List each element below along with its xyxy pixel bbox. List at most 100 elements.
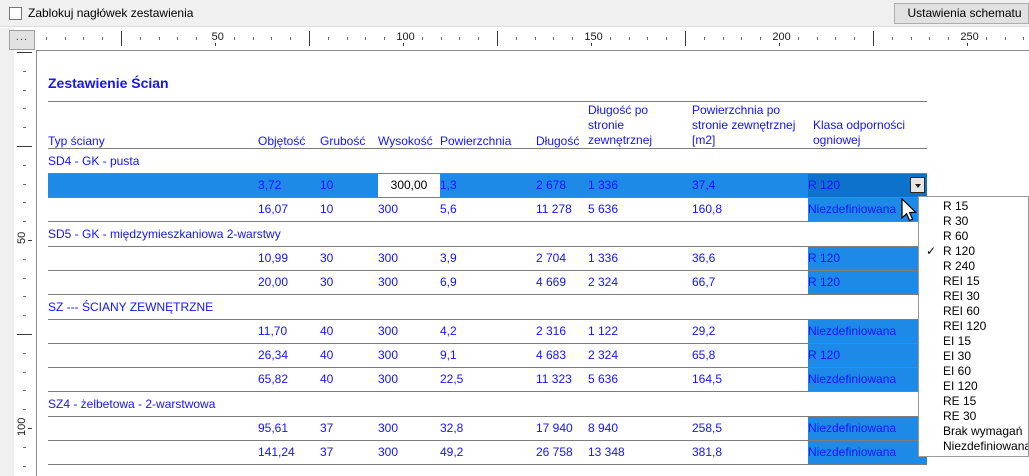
cell-pow_zewn[interactable]: 37,4 xyxy=(692,173,808,198)
table-row[interactable]: 141,24 37 300 49,2 26 758 13 348 381,8 Niezdefi… xyxy=(48,440,927,465)
cell-dlugosc[interactable]: 11 323 xyxy=(536,367,588,392)
column-header-2[interactable]: Grubość xyxy=(320,103,378,149)
cell-objetosc[interactable]: 16,07 xyxy=(258,197,320,222)
cell-klasa-odpornosci[interactable]: R 120 xyxy=(808,173,927,198)
table-row[interactable]: 10,99 30 300 3,9 2 704 1 336 36,6 R 120 xyxy=(48,246,927,271)
dropdown-item[interactable]: REI 60 xyxy=(919,304,1028,319)
cell-klasa-odpornosci[interactable]: Niezdefiniowana xyxy=(808,440,927,465)
cell-pow_zewn[interactable]: 160,8 xyxy=(692,197,808,222)
dropdown-item[interactable]: RE 15 xyxy=(919,394,1028,409)
cell-pow_zewn[interactable]: 65,8 xyxy=(692,343,808,368)
cell-wysokosc[interactable]: 300 xyxy=(378,440,440,465)
cell-dlugosc_zewn[interactable]: 5 636 xyxy=(588,197,692,222)
cell-typ-sciany[interactable] xyxy=(48,440,258,465)
cell-grubosc[interactable]: 40 xyxy=(320,343,378,368)
group-row[interactable]: SD4 - GK - pusta xyxy=(48,148,927,174)
cell-wysokosc[interactable]: 300 xyxy=(378,197,440,222)
dropdown-item[interactable]: R 60 xyxy=(919,229,1028,244)
column-header-1[interactable]: Objętość xyxy=(258,103,320,149)
cell-dlugosc[interactable]: 17 940 xyxy=(536,416,588,441)
cell-pow_zewn[interactable]: 381,8 xyxy=(692,440,808,465)
cell-powierzchnia[interactable]: 5,6 xyxy=(440,197,536,222)
cell-dlugosc_zewn[interactable]: 13 348 xyxy=(588,440,692,465)
cell-klasa-odpornosci[interactable]: R 120 xyxy=(808,343,927,368)
horizontal-ruler[interactable]: 50 100 150 200 250 xyxy=(36,28,1029,50)
cell-pow_zewn[interactable]: 164,5 xyxy=(692,367,808,392)
cell-dlugosc_zewn[interactable]: 8 940 xyxy=(588,416,692,441)
cell-wysokosc[interactable]: 300 xyxy=(378,319,440,344)
cell-powierzchnia[interactable]: 1,3 xyxy=(440,173,536,198)
cell-dlugosc[interactable]: 26 758 xyxy=(536,440,588,465)
cell-wysokosc[interactable]: 300 xyxy=(378,343,440,368)
cell-dlugosc[interactable]: 4 683 xyxy=(536,343,588,368)
cell-klasa-odpornosci[interactable]: Niezdefiniowana xyxy=(808,197,927,222)
checkbox-box[interactable] xyxy=(9,6,22,20)
cell-grubosc[interactable]: 40 xyxy=(320,367,378,392)
cell-typ-sciany[interactable] xyxy=(48,246,258,271)
cell-typ-sciany[interactable] xyxy=(48,173,258,198)
cell-typ-sciany[interactable] xyxy=(48,416,258,441)
settings-schema-button[interactable]: Ustawienia schematu xyxy=(894,3,1029,24)
dropdown-item[interactable]: ✓ R 120 xyxy=(919,244,1028,259)
column-header-4[interactable]: Powierzchnia xyxy=(440,103,536,149)
group-row[interactable]: SD5 - GK - międzymieszkaniowa 2-warstwy xyxy=(48,221,927,247)
dropdown-item[interactable]: EI 60 xyxy=(919,364,1028,379)
cell-dlugosc[interactable]: 4 669 xyxy=(536,270,588,295)
cell-dlugosc_zewn[interactable]: 1 336 xyxy=(588,173,692,198)
cell-objetosc[interactable]: 11,70 xyxy=(258,319,320,344)
cell-powierzchnia[interactable]: 9,1 xyxy=(440,343,536,368)
dropdown-item[interactable]: R 240 xyxy=(919,259,1028,274)
cell-powierzchnia[interactable]: 32,8 xyxy=(440,416,536,441)
cell-klasa-odpornosci[interactable]: R 120 xyxy=(808,270,927,295)
table-row[interactable]: 26,34 40 300 9,1 4 683 2 324 65,8 R 120 xyxy=(48,343,927,368)
cell-powierzchnia[interactable]: 4,2 xyxy=(440,319,536,344)
dropdown-item[interactable]: RE 30 xyxy=(919,409,1028,424)
table-row[interactable]: 3,72 10 300,00 1,3 2 678 1 336 37,4 R 120 xyxy=(48,173,927,198)
dropdown-item[interactable]: Brak wymagań xyxy=(919,424,1028,439)
cell-grubosc[interactable]: 40 xyxy=(320,319,378,344)
dropdown-item[interactable]: EI 30 xyxy=(919,349,1028,364)
cell-grubosc[interactable]: 37 xyxy=(320,416,378,441)
lock-header-checkbox[interactable]: Zablokuj nagłówek zestawienia xyxy=(9,4,193,22)
cell-powierzchnia[interactable]: 22,5 xyxy=(440,367,536,392)
cell-wysokosc[interactable]: 300,00 xyxy=(378,173,440,198)
cell-dlugosc[interactable]: 11 278 xyxy=(536,197,588,222)
cell-grubosc[interactable]: 37 xyxy=(320,440,378,465)
column-header-3[interactable]: Wysokość xyxy=(378,103,440,149)
column-header-8[interactable]: Klasa odporności ogniowej xyxy=(808,103,927,149)
cell-wysokosc[interactable]: 300 xyxy=(378,270,440,295)
height-edit-input[interactable]: 300,00 xyxy=(378,175,440,196)
column-header-7[interactable]: Powierzchnia po stronie zewnętrznej [m2] xyxy=(692,103,808,149)
cell-wysokosc[interactable]: 300 xyxy=(378,416,440,441)
cell-objetosc[interactable]: 26,34 xyxy=(258,343,320,368)
cell-typ-sciany[interactable] xyxy=(48,197,258,222)
cell-objetosc[interactable]: 141,24 xyxy=(258,440,320,465)
cell-dlugosc[interactable]: 2 704 xyxy=(536,246,588,271)
cell-objetosc[interactable]: 65,82 xyxy=(258,367,320,392)
cell-dlugosc[interactable]: 2 678 xyxy=(536,173,588,198)
dropdown-item[interactable]: R 30 xyxy=(919,214,1028,229)
cell-dlugosc_zewn[interactable]: 2 324 xyxy=(588,343,692,368)
table-row[interactable]: 95,61 37 300 32,8 17 940 8 940 258,5 Niezdefini… xyxy=(48,416,927,441)
cell-powierzchnia[interactable]: 3,9 xyxy=(440,246,536,271)
ruler-corner-button[interactable]: ... xyxy=(9,30,35,50)
cell-typ-sciany[interactable] xyxy=(48,343,258,368)
dropdown-item[interactable]: REI 15 xyxy=(919,274,1028,289)
column-header-0[interactable]: Typ ściany xyxy=(48,103,258,149)
cell-dlugosc_zewn[interactable]: 1 336 xyxy=(588,246,692,271)
cell-objetosc[interactable]: 95,61 xyxy=(258,416,320,441)
dropdown-item[interactable]: REI 30 xyxy=(919,289,1028,304)
cell-objetosc[interactable]: 10,99 xyxy=(258,246,320,271)
cell-dlugosc_zewn[interactable]: 1 122 xyxy=(588,319,692,344)
cell-wysokosc[interactable]: 300 xyxy=(378,367,440,392)
cell-klasa-odpornosci[interactable]: R 120 xyxy=(808,246,927,271)
dropdown-item[interactable]: REI 120 xyxy=(919,319,1028,334)
dropdown-item[interactable]: Niezdefiniowana xyxy=(919,439,1028,454)
cell-powierzchnia[interactable]: 49,2 xyxy=(440,440,536,465)
cell-grubosc[interactable]: 30 xyxy=(320,246,378,271)
cell-wysokosc[interactable]: 300 xyxy=(378,246,440,271)
table-row[interactable]: 11,70 40 300 4,2 2 316 1 122 29,2 Niezdefiniowa… xyxy=(48,319,927,344)
cell-pow_zewn[interactable]: 66,7 xyxy=(692,270,808,295)
cell-objetosc[interactable]: 20,00 xyxy=(258,270,320,295)
dropdown-item[interactable]: EI 120 xyxy=(919,379,1028,394)
